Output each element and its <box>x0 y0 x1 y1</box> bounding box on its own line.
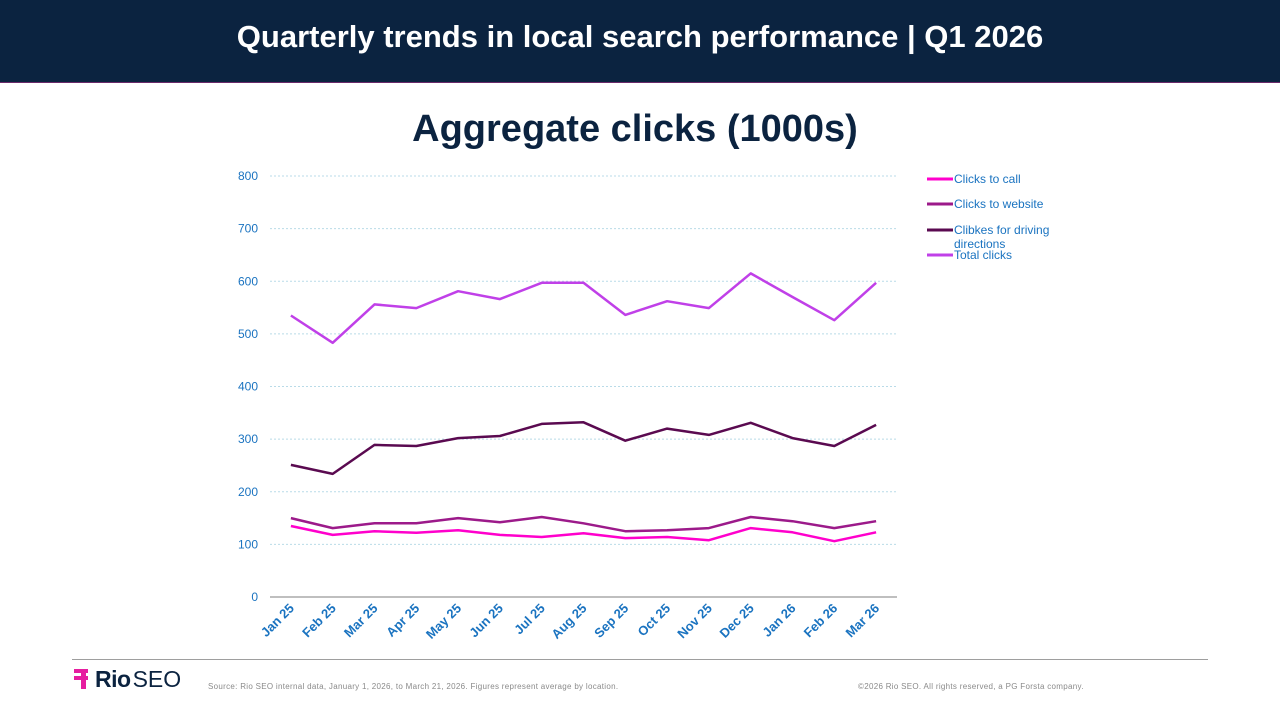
page-title: Quarterly trends in local search perform… <box>236 19 1044 54</box>
chart-gridlines <box>270 175 897 545</box>
x-tick-label: Feb 25 <box>299 601 339 641</box>
y-tick-label: 600 <box>238 274 258 288</box>
x-tick-label: Jun 25 <box>466 601 506 641</box>
legend-item-clicks-to-call: Clicks to call <box>927 172 1021 186</box>
chart-title: Aggregate clicks (1000s) <box>412 108 858 150</box>
series-line-clicks-to-website <box>290 515 877 533</box>
y-tick-label: 300 <box>238 432 258 446</box>
chart-series <box>290 272 877 543</box>
legend-label: Total clicks <box>954 248 1012 262</box>
x-tick-label: Jan 26 <box>759 601 798 640</box>
source-note: Source: Rio SEO internal data, January 1… <box>208 682 619 691</box>
x-tick-label: Jul 25 <box>511 601 548 638</box>
logo-mark-icon <box>74 669 88 689</box>
y-tick-label: 0 <box>251 590 258 604</box>
copyright-note: ©2026 Rio SEO. All rights reserved, a PG… <box>858 682 1084 691</box>
x-tick-label: Oct 25 <box>635 601 674 640</box>
x-tick-label: Mar 26 <box>842 601 882 641</box>
series-line-clibkes-for-driving-directions <box>290 421 877 476</box>
y-tick-label: 200 <box>238 485 258 499</box>
x-tick-label: Aug 25 <box>548 601 589 642</box>
legend-label: Clibkes for driving directions <box>954 223 1049 251</box>
x-tick-label: Jan 25 <box>258 601 297 640</box>
footer-divider <box>72 659 1208 660</box>
series-line-clicks-to-call <box>290 524 877 543</box>
chart-legend: Clicks to call Clicks to website Clibkes f… <box>927 172 1049 262</box>
legend-item-total-clicks: Total clicks <box>927 248 1012 262</box>
legend-label: Clicks to website <box>954 197 1044 211</box>
x-tick-label: Feb 26 <box>801 601 841 641</box>
x-tick-label: Nov 25 <box>674 601 715 642</box>
legend-item-clibkes-for-driving-directions: Clibkes for driving directions <box>927 223 1049 251</box>
x-tick-label: May 25 <box>423 601 464 642</box>
y-tick-label: 800 <box>238 169 258 183</box>
y-tick-label: 700 <box>238 222 258 236</box>
logo-text-rio: Rio <box>95 665 131 692</box>
header-bar: Quarterly trends in local search perform… <box>0 0 1280 83</box>
x-tick-label: Mar 25 <box>341 601 381 641</box>
y-tick-label: 100 <box>238 537 258 551</box>
rio-seo-logo: Rio SEO <box>74 666 181 692</box>
legend-label: Clicks to call <box>954 172 1021 186</box>
x-tick-label: Sep 25 <box>591 601 631 641</box>
logo-text-seo: SEO <box>132 665 182 692</box>
y-tick-label: 400 <box>238 380 258 394</box>
y-tick-label: 500 <box>238 327 258 341</box>
legend-item-clicks-to-website: Clicks to website <box>927 197 1044 211</box>
x-tick-label: Apr 25 <box>383 601 422 640</box>
x-tick-label: Dec 25 <box>717 601 757 641</box>
series-line-total-clicks <box>290 272 877 345</box>
x-axis: Jan 25 Feb 25 Mar 25 Apr 25 May 25 Jun 25 Jul … <box>258 596 897 642</box>
y-axis: 0 100 200 300 400 500 600 700 800 <box>238 169 258 604</box>
